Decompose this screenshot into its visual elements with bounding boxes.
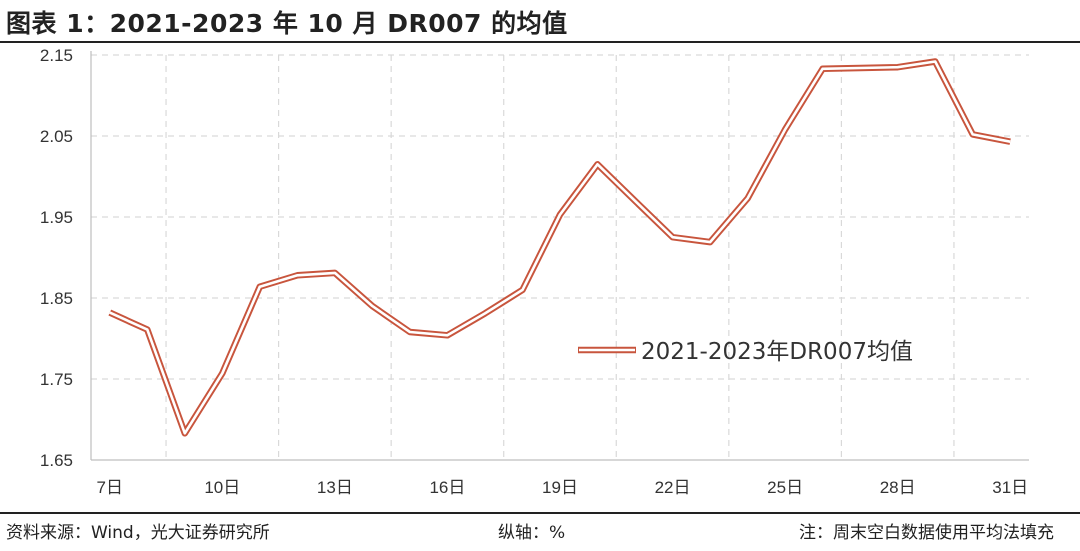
title-rule <box>0 41 1080 43</box>
series-layer <box>108 58 1011 437</box>
series-line-outer <box>108 58 1011 437</box>
x-tick-label: 19日 <box>542 478 578 497</box>
x-tick-label: 16日 <box>429 478 465 497</box>
footer-rule <box>0 512 1080 514</box>
y-tick-label: 1.85 <box>40 289 73 308</box>
grid-layer <box>91 54 1029 460</box>
x-tick-label: 10日 <box>204 478 240 497</box>
chart-title: 图表 1：2021-2023 年 10 月 DR007 的均值 <box>6 9 568 38</box>
legend-label: 2021-2023年DR007均值 <box>641 339 913 365</box>
tick-label-layer: 1.65 1.75 1.85 1.95 2.05 2.15 7日 10日 13日 16日 19日 22… <box>40 46 1028 497</box>
x-tick-label: 7日 <box>97 478 123 497</box>
y-tick-label: 1.75 <box>40 370 73 389</box>
series-line-inner <box>109 60 1011 435</box>
x-tick-label: 31日 <box>992 478 1028 497</box>
y-tick-label: 1.65 <box>40 451 73 470</box>
y-tick-label: 2.05 <box>40 127 73 146</box>
legend: 2021-2023年DR007均值 <box>578 339 913 365</box>
x-tick-label: 22日 <box>655 478 691 497</box>
footnote: 注：周末空白数据使用平均法填充 <box>799 523 1054 543</box>
axis-layer <box>90 51 1029 461</box>
y-tick-label: 1.95 <box>40 208 73 227</box>
x-tick-label: 13日 <box>317 478 353 497</box>
y-tick-label: 2.15 <box>40 46 73 65</box>
x-tick-label: 25日 <box>767 478 803 497</box>
axis-unit-note: 纵轴：% <box>498 523 566 543</box>
source-note: 资料来源：Wind，光大证券研究所 <box>6 523 270 543</box>
x-tick-label: 28日 <box>880 478 916 497</box>
